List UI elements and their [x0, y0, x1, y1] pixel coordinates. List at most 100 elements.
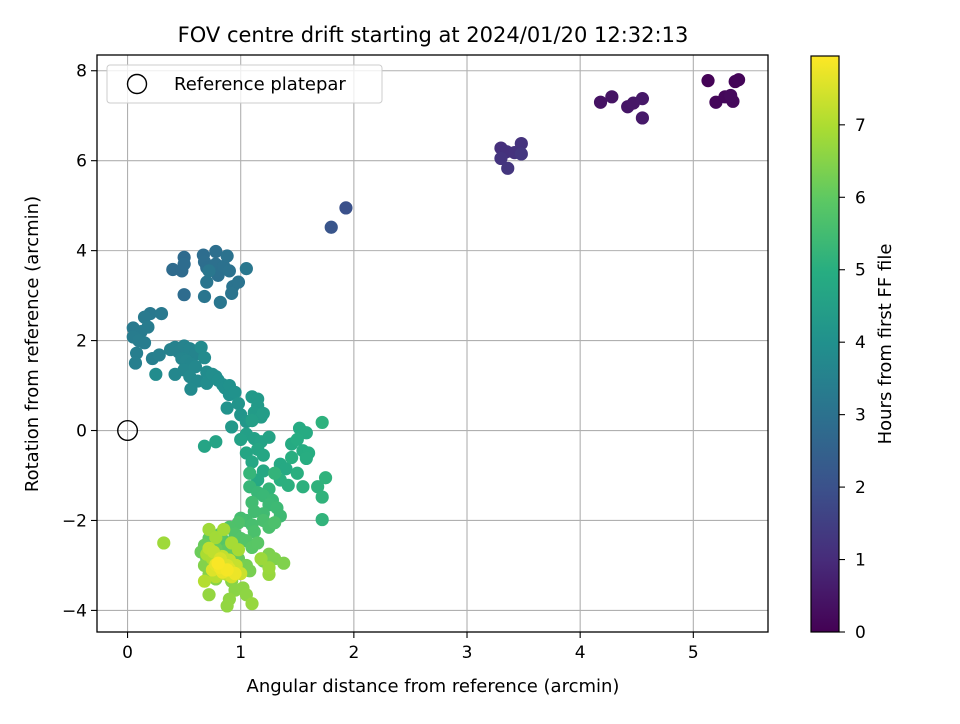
data-point: [339, 201, 353, 215]
data-point: [262, 430, 276, 444]
reference-platepar-marker: [117, 420, 139, 442]
data-point: [184, 382, 198, 396]
colorbar-label: Hours from first FF file: [875, 244, 896, 445]
data-point: [225, 286, 239, 300]
data-point: [290, 466, 304, 480]
data-point: [220, 599, 234, 613]
x-axis-ticks: 0 1 2 3 4 5: [122, 632, 699, 663]
x-tick-label: 3: [462, 643, 473, 663]
data-point: [256, 406, 270, 421]
data-point: [247, 525, 261, 539]
data-point: [256, 448, 270, 462]
data-point: [130, 346, 144, 360]
data-point: [494, 151, 508, 166]
data-point: [247, 504, 261, 519]
data-point: [296, 480, 310, 494]
data-point: [277, 556, 291, 570]
data-point: [137, 336, 152, 350]
colorbar: 0 1 2 3 4 5 6 7 Hours from first FF file: [810, 55, 896, 643]
data-point: [501, 161, 515, 175]
data-point: [245, 597, 259, 611]
data-point: [202, 588, 216, 602]
data-point: [635, 92, 649, 106]
data-point: [231, 275, 246, 289]
data-point: [268, 516, 282, 530]
data-point: [200, 275, 214, 289]
data-point: [220, 401, 234, 415]
data-points: [117, 73, 746, 613]
data-point: [285, 450, 299, 465]
legend-entry-label: Reference platepar: [174, 74, 346, 95]
legend-box: [106, 64, 383, 104]
data-point: [239, 262, 253, 276]
grid: [97, 55, 768, 632]
data-point: [197, 351, 212, 365]
data-point: [217, 522, 231, 537]
y-tick-label: −2: [62, 511, 87, 531]
data-point: [701, 74, 715, 88]
data-point: [514, 147, 528, 161]
data-point: [209, 530, 223, 545]
data-point: [514, 136, 528, 151]
data-point: [243, 466, 257, 480]
data-point: [231, 396, 246, 411]
y-tick-label: −4: [62, 601, 87, 621]
data-point: [228, 385, 242, 399]
data-point: [315, 490, 329, 504]
colorbar-tick-label: 3: [855, 406, 866, 426]
data-point: [197, 439, 212, 453]
legend-marker-icon: [126, 73, 148, 95]
data-point: [231, 543, 246, 557]
data-point: [149, 367, 163, 381]
data-point: [290, 432, 304, 447]
data-point: [605, 90, 619, 104]
colorbar-tick-label: 5: [855, 261, 866, 281]
data-point: [318, 471, 333, 485]
x-tick-label: 5: [688, 643, 699, 663]
data-point: [197, 289, 212, 304]
data-point: [311, 480, 325, 494]
colorbar-ticks: 0 1 2 3 4 5 6 7: [839, 116, 866, 643]
data-point: [251, 536, 265, 550]
data-point: [299, 426, 313, 440]
data-point: [315, 415, 329, 430]
data-point: [157, 536, 171, 550]
data-point: [245, 414, 259, 428]
data-point: [141, 320, 155, 334]
data-point: [225, 420, 239, 434]
y-tick-label: 4: [76, 242, 87, 262]
data-point: [213, 295, 227, 309]
data-point: [299, 451, 313, 466]
x-tick-label: 4: [575, 643, 586, 663]
data-point: [724, 88, 738, 103]
y-axis-label: Rotation from reference (arcmin): [22, 196, 43, 492]
data-point: [209, 244, 223, 259]
plot-frame: [96, 54, 769, 633]
x-tick-label: 1: [235, 643, 246, 663]
data-point: [281, 478, 295, 492]
data-point: [209, 435, 223, 449]
colorbar-tick-label: 0: [855, 623, 866, 643]
data-point: [279, 462, 293, 476]
data-point: [245, 455, 259, 469]
data-point: [220, 249, 234, 263]
data-point: [315, 512, 329, 527]
colorbar-tick-label: 4: [855, 333, 866, 353]
data-point: [177, 288, 191, 302]
y-tick-label: 0: [76, 422, 87, 442]
data-point: [268, 466, 282, 480]
data-point: [731, 73, 746, 87]
colorbar-tick-label: 6: [855, 188, 866, 208]
data-point: [220, 563, 234, 577]
data-point: [188, 360, 203, 374]
data-point: [324, 220, 338, 234]
data-point: [152, 348, 166, 362]
chart-title: FOV centre drift starting at 2024/01/20 …: [178, 23, 689, 47]
x-tick-label: 0: [122, 643, 133, 663]
data-point: [222, 264, 236, 278]
legend: Reference platepar: [106, 64, 383, 104]
colorbar-gradient: [810, 55, 840, 633]
data-point: [202, 264, 216, 278]
